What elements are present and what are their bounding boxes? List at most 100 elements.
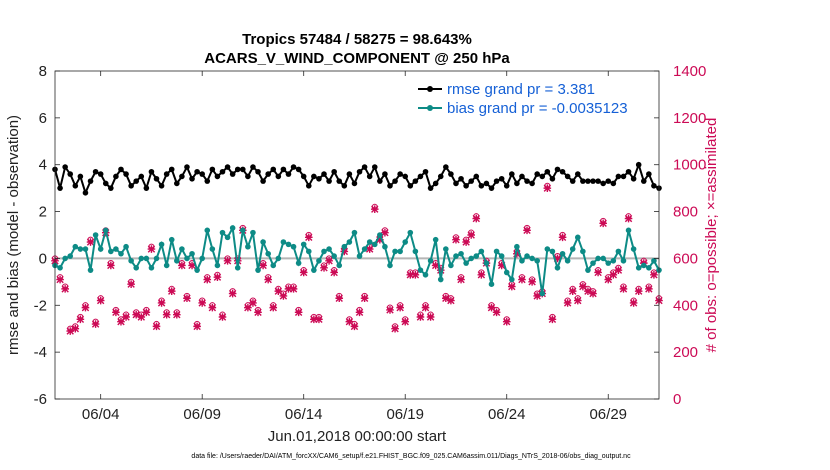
obs-assimilated-point	[447, 296, 455, 305]
rmse-point	[509, 171, 515, 177]
bias-point	[600, 255, 606, 262]
obs-assimilated-point	[188, 261, 196, 270]
rmse-point	[468, 178, 475, 184]
bias-point	[57, 265, 63, 271]
bias-point	[488, 281, 495, 288]
bias-point	[275, 255, 282, 262]
legend-rmse-marker	[427, 86, 433, 92]
rmse-point	[569, 178, 576, 184]
x-tick-label: 06/09	[183, 406, 221, 423]
y-right-tick-label: 1000	[673, 157, 706, 174]
rmse-point	[224, 164, 231, 170]
obs-assimilated-point	[315, 315, 323, 324]
bias-point	[453, 253, 459, 259]
bias-point	[209, 246, 216, 252]
rmse-point	[311, 173, 317, 180]
obs-assimilated-point	[477, 271, 486, 279]
rmse-point	[285, 171, 292, 177]
bias-point	[97, 246, 104, 252]
bias-point	[250, 229, 256, 236]
y-tick-label: 4	[39, 157, 47, 174]
rmse-point	[387, 183, 393, 189]
bias-point	[280, 239, 287, 245]
x-axis-label: Jun.01,2018 00:00:00 start	[268, 428, 447, 445]
obs-assimilated-point	[548, 315, 557, 324]
bias-point	[635, 265, 642, 271]
x-tick-label: 06/19	[386, 406, 424, 423]
rmse-point	[97, 171, 104, 177]
obs-assimilated-point	[528, 278, 536, 286]
obs-assimilated-point	[167, 287, 176, 296]
bias-point	[458, 250, 464, 257]
bias-point	[153, 255, 160, 262]
rmse-point	[326, 178, 332, 184]
rmse-point	[407, 183, 414, 189]
rmse-point	[427, 185, 434, 191]
rmse-point	[351, 180, 358, 187]
bias-point	[179, 246, 185, 252]
bias-point	[174, 257, 180, 264]
rmse-point	[245, 173, 251, 180]
obs-assimilated-point	[401, 317, 410, 326]
rmse-point	[67, 171, 74, 177]
rmse-point	[539, 173, 546, 180]
obs-assimilated-point	[213, 273, 222, 281]
legend-bias-marker	[427, 105, 433, 111]
rmse-point	[179, 173, 185, 180]
rmse-point	[153, 175, 160, 182]
obs-assimilated-point	[436, 266, 445, 274]
obs-assimilated-point	[391, 324, 399, 333]
obs-assimilated-point	[543, 184, 552, 192]
rmse-point	[300, 173, 307, 180]
obs-assimilated-point	[604, 275, 613, 284]
obs-assimilated-point	[350, 322, 359, 331]
obs-assimilated-point	[208, 303, 217, 312]
rmse-point	[417, 173, 424, 180]
bias-point	[569, 246, 576, 252]
rmse-point	[87, 178, 94, 184]
bias-point	[498, 253, 505, 259]
obs-assimilated-point	[137, 313, 146, 321]
rmse-point	[493, 178, 500, 184]
rmse-point	[346, 171, 353, 177]
bias-point	[224, 234, 231, 241]
bias-point	[148, 265, 155, 271]
bias-point	[128, 257, 134, 264]
legend: rmse grand pr = 3.381 bias grand pr = -0…	[413, 76, 653, 118]
obs-assimilated-point	[218, 313, 227, 321]
bias-point	[62, 255, 68, 262]
rmse-point	[128, 183, 134, 189]
obs-assimilated-point	[142, 308, 151, 317]
y-right-tick-label: 0	[673, 391, 681, 408]
obs-assimilated-point	[487, 303, 496, 312]
bias-point	[610, 257, 617, 264]
obs-assimilated-point	[614, 266, 623, 274]
obs-assimilated-point	[340, 247, 349, 256]
bias-point	[529, 255, 535, 262]
obs-assimilated-point	[81, 303, 90, 312]
obs-assimilated-point	[107, 261, 115, 270]
bias-point	[580, 248, 586, 255]
bias-point	[265, 250, 271, 257]
bias-point	[113, 246, 119, 252]
obs-assimilated-point	[249, 299, 257, 307]
y-tick-label: 8	[39, 63, 47, 80]
rmse-point	[163, 171, 170, 177]
bias-point	[620, 257, 627, 264]
rmse-point	[585, 178, 591, 184]
rmse-point	[630, 175, 637, 182]
rmse-point	[437, 173, 444, 180]
bias-point	[493, 248, 500, 255]
rmse-point	[590, 178, 596, 184]
bias-point	[640, 262, 647, 269]
rmse-point	[133, 178, 140, 184]
rmse-point	[270, 166, 277, 173]
rmse-point	[458, 175, 464, 182]
obs-assimilated-point	[345, 317, 354, 326]
obs-assimilated-point	[431, 261, 440, 270]
obs-assimilated-point	[497, 261, 506, 270]
bias-point	[133, 265, 140, 271]
bias-point	[300, 241, 307, 248]
rmse-point	[239, 166, 246, 173]
bias-point	[138, 255, 145, 262]
